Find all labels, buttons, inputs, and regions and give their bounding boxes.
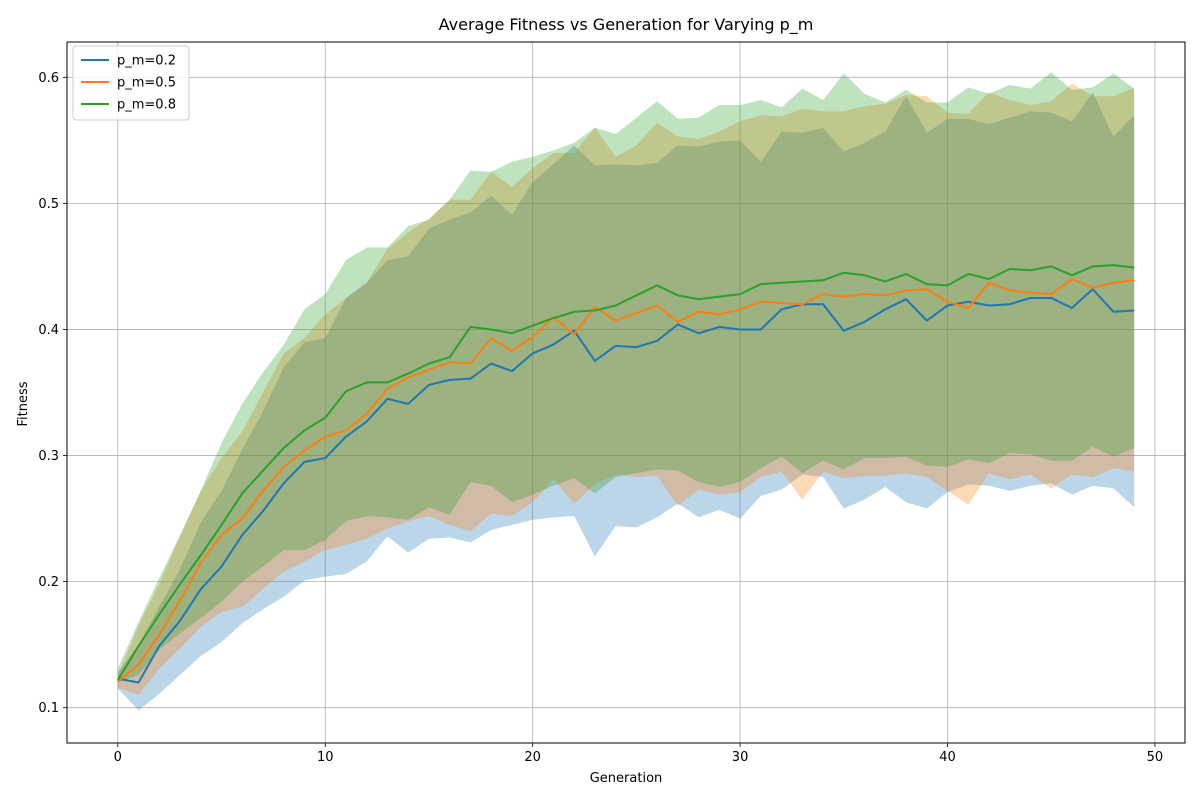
legend: p_m=0.2 p_m=0.5 p_m=0.8 (72, 45, 190, 121)
y-tick-label: 0.1 (38, 701, 59, 716)
x-tick-label: 0 (114, 750, 122, 765)
y-tick-label: 0.5 (38, 197, 59, 212)
x-tick-label: 20 (524, 750, 541, 765)
x-tick-label: 40 (939, 750, 956, 765)
plot-frame (66, 41, 1186, 744)
legend-label: p_m=0.8 (117, 98, 176, 113)
legend-box (72, 45, 190, 121)
series-band-3 (117, 72, 1135, 683)
x-tick-label: 50 (1147, 750, 1164, 765)
series-line-2 (117, 278, 1135, 683)
y-tick-label: 0.4 (38, 323, 59, 338)
y-tick-label: 0.2 (38, 575, 59, 590)
series-line-3 (116, 264, 1135, 681)
x-axis-label: Generation (590, 771, 663, 786)
series-line-1 (117, 288, 1135, 684)
y-tick-label: 0.3 (38, 449, 59, 464)
line-layer (116, 264, 1135, 684)
legend-label: p_m=0.5 (117, 76, 176, 91)
x-tick-label: 10 (317, 750, 334, 765)
series-band-2 (117, 83, 1135, 696)
y-axis-label: Fitness (16, 381, 31, 426)
tick-layer: 0 10 20 30 40 50 0.1 0.2 0.3 0.4 0.5 0.6 (38, 71, 1163, 765)
band-layer (117, 72, 1135, 711)
y-tick-label: 0.6 (38, 71, 59, 86)
legend-label: p_m=0.2 (117, 54, 176, 69)
chart-title: Average Fitness vs Generation for Varyin… (439, 15, 814, 35)
grid-layer (67, 42, 1185, 743)
x-tick-label: 30 (732, 750, 749, 765)
series-band-1 (117, 92, 1135, 711)
